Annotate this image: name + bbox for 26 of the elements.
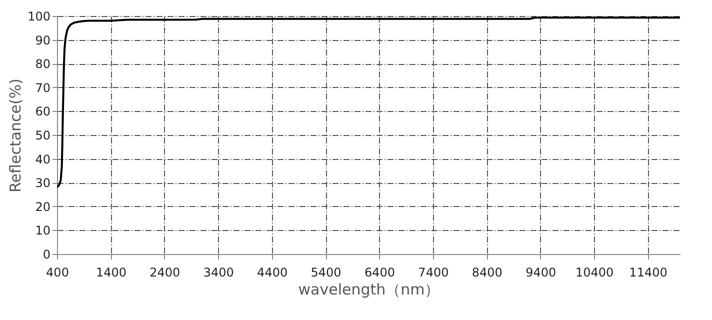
y-tick-label: 20 <box>35 200 50 214</box>
y-tick-label: 30 <box>35 176 50 190</box>
line-series <box>57 16 680 188</box>
x-tick-label: 400 <box>46 266 69 280</box>
y-tick-label: 10 <box>35 224 50 238</box>
x-tick-label: 9400 <box>526 266 556 280</box>
x-tick-label: 7400 <box>418 266 449 280</box>
x-tick-label: 6400 <box>364 266 396 280</box>
x-tick-label: 11400 <box>629 266 668 280</box>
x-tick-label: 5400 <box>310 266 342 280</box>
x-tick-label: 10400 <box>575 266 614 280</box>
x-tick-label: 1400 <box>96 266 126 280</box>
y-axis-title: Reflectance(%) <box>6 78 25 192</box>
y-tick-label: 100 <box>28 10 50 24</box>
y-tick-label: 60 <box>35 104 50 119</box>
y-tick-label: 70 <box>35 80 50 95</box>
y-tick-label: 90 <box>35 33 50 48</box>
y-tick-label: 50 <box>35 128 50 142</box>
y-tick-label: 40 <box>35 152 50 166</box>
x-tick-label: 2400 <box>150 266 180 280</box>
x-axis-title: wavelength（nm） <box>298 280 440 298</box>
y-tick-label: 80 <box>35 57 50 72</box>
y-tick-label: 0 <box>42 248 50 262</box>
x-tick-label: 4400 <box>257 266 288 280</box>
x-tick-label: 8400 <box>472 266 502 280</box>
x-tick-label: 3400 <box>203 266 234 280</box>
